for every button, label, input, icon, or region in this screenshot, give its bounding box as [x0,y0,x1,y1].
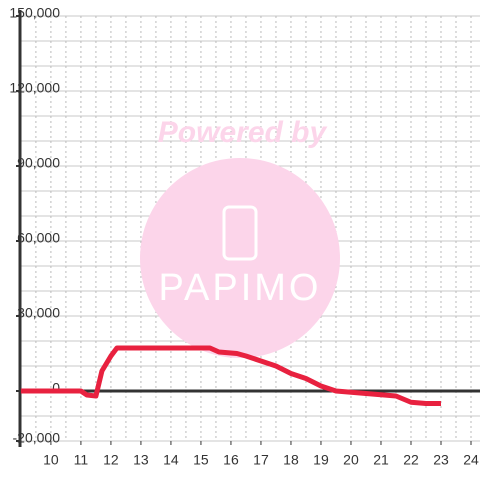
line-series [20,345,441,406]
x-tick-label: 17 [253,452,269,468]
watermark-text: Powered by [158,116,328,149]
x-tick-label: 22 [403,452,419,468]
watermark: Powered by PAPIMO [140,116,340,358]
y-tick-label: -20,000 [13,430,61,446]
x-tick-label: 11 [74,452,89,468]
watermark-icon [222,205,258,261]
x-tick-label: 18 [283,452,299,468]
x-tick-label: 14 [163,452,179,468]
x-tick-label: 21 [373,452,389,468]
x-tick-label: 16 [223,452,239,468]
y-tick-label: 120,000 [9,80,60,96]
y-tick-label: 0 [52,380,60,396]
y-tick-label: 150,000 [9,5,60,21]
x-tick-label: 24 [463,452,479,468]
y-tick-label: 60,000 [17,230,60,246]
x-tick-label: 10 [43,452,59,468]
x-tick-label: 12 [103,452,119,468]
x-tick-label: 23 [433,452,449,468]
x-tick-label: 13 [133,452,149,468]
watermark-logo: PAPIMO [159,267,322,309]
y-tick-label: 90,000 [17,155,60,171]
x-tick-label: 15 [193,452,209,468]
x-tick-label: 20 [343,452,359,468]
x-tick-label: 19 [313,452,329,468]
y-tick-label: 30,000 [17,305,60,321]
